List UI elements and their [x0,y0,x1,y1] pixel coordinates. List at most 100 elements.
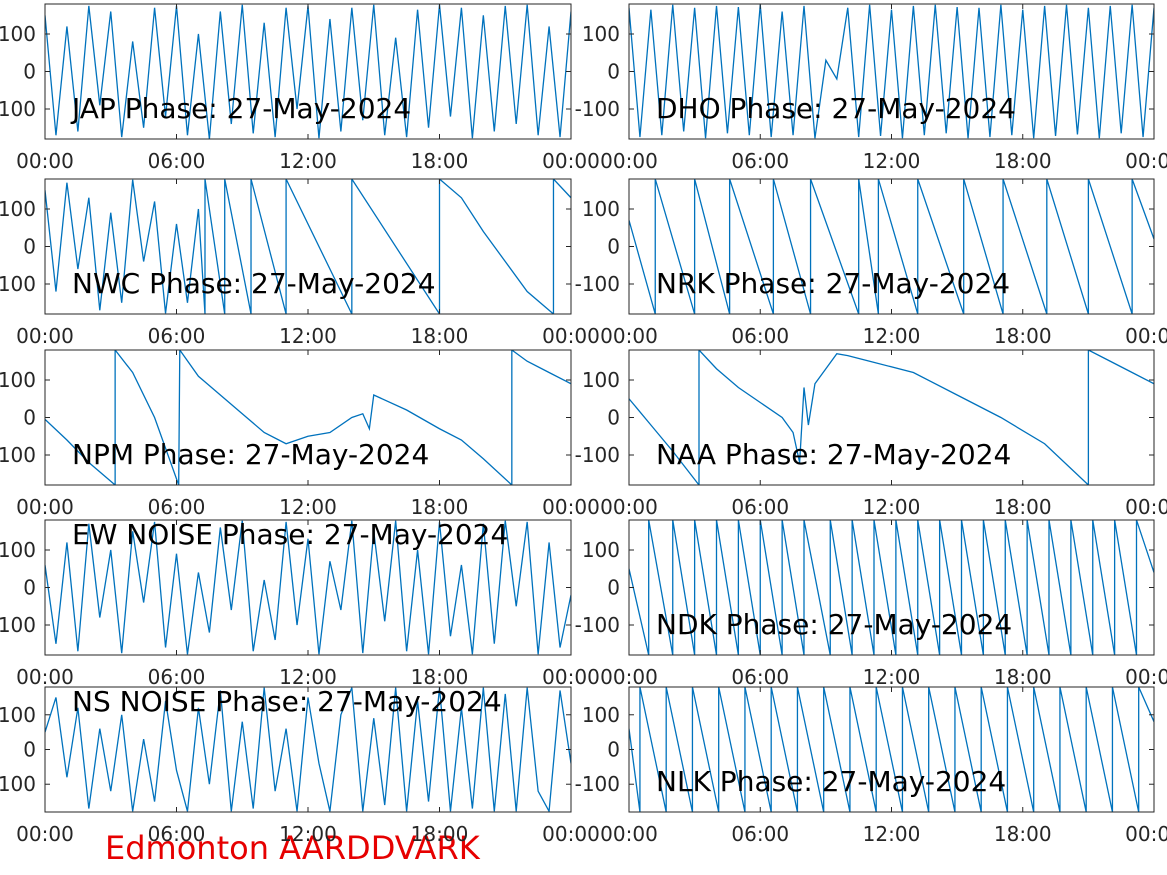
plot-area [629,350,1154,485]
subplot-title: NDK Phase: 27-May-2024 [656,608,1012,641]
x-tick-label: 00:00 [542,822,600,846]
data-line [45,350,571,485]
subplot: -100 0 100 00:00 06:00 12:00 18:00 00:00 NLK Pha… [575,686,1167,846]
y-tick-label: -100 [0,613,36,637]
y-tick-label: -100 [575,97,620,121]
subplot: -100 0 100 00:00 06:00 12:00 18:00 00:00 NDK Pha… [575,519,1167,689]
y-tick-label: -100 [0,97,36,121]
x-tick-label: 00:00 [16,324,74,348]
x-tick-label: 00:00 [16,665,74,689]
x-tick-label: 00:00 [1125,665,1167,689]
y-tick-label: -100 [0,443,36,467]
data-line [45,687,571,812]
data-line [629,179,1154,314]
y-tick-label: 100 [582,197,620,221]
x-tick-label: 12:00 [863,149,921,173]
x-tick-label: 00:00 [600,495,658,519]
y-tick-label: 100 [582,538,620,562]
x-tick-label: 12:00 [279,495,337,519]
subplot-title: NWC Phase: 27-May-2024 [72,267,436,300]
y-tick-label: 100 [0,368,36,392]
x-tick-label: 18:00 [994,324,1052,348]
y-tick-label: 100 [0,703,36,727]
x-tick-label: 12:00 [863,324,921,348]
y-tick-label: 0 [607,738,620,762]
data-line [629,520,1154,655]
y-tick-label: 0 [23,738,36,762]
x-tick-label: 00:00 [1125,324,1167,348]
y-tick-label: 100 [582,368,620,392]
subplot: -100 0 100 00:00 06:00 12:00 18:00 00:00 NS NOIS… [0,685,600,846]
subplot: -100 0 100 00:00 06:00 12:00 18:00 00:00 NWC Pha… [0,178,600,348]
y-tick-label: 100 [0,22,36,46]
y-tick-label: -100 [0,272,36,296]
x-tick-label: 12:00 [863,822,921,846]
x-tick-label: 00:00 [1125,149,1167,173]
subplot: -100 0 100 00:00 06:00 12:00 18:00 00:00 DHO Pha… [575,3,1167,173]
x-tick-label: 00:00 [542,665,600,689]
plot-area [45,179,571,314]
x-tick-label: 06:00 [731,495,789,519]
y-tick-label: 0 [23,60,36,84]
x-tick-label: 18:00 [411,822,469,846]
subplot-title: NPM Phase: 27-May-2024 [72,438,429,471]
x-tick-label: 18:00 [994,822,1052,846]
subplot: -100 0 100 00:00 06:00 12:00 18:00 00:00 EW NOIS… [0,518,600,689]
plot-area [629,687,1154,812]
y-tick-label: -100 [575,272,620,296]
x-tick-label: 06:00 [148,324,206,348]
x-tick-label: 00:00 [600,149,658,173]
subplot-title: EW NOISE Phase: 27-May-2024 [72,518,508,551]
y-tick-label: 0 [607,576,620,600]
plot-area [45,4,571,139]
subplot: -100 0 100 00:00 06:00 12:00 18:00 00:00 NRK Pha… [575,178,1167,348]
data-line [45,520,571,655]
subplot: -100 0 100 00:00 06:00 12:00 18:00 00:00 NPM Pha… [0,349,600,519]
y-tick-label: -100 [575,613,620,637]
x-tick-label: 00:00 [542,495,600,519]
y-tick-label: 0 [23,406,36,430]
y-tick-label: -100 [0,772,36,796]
subplot-title: NRK Phase: 27-May-2024 [656,267,1010,300]
x-tick-label: 12:00 [279,149,337,173]
data-line [45,179,571,314]
subplot: -100 0 100 00:00 06:00 12:00 18:00 00:00 JAP Pha… [0,3,600,173]
data-line [629,687,1154,812]
x-tick-label: 00:00 [16,495,74,519]
x-tick-label: 12:00 [279,822,337,846]
y-tick-label: -100 [575,772,620,796]
data-line [629,4,1154,139]
x-tick-label: 00:00 [542,324,600,348]
x-tick-label: 12:00 [279,665,337,689]
x-tick-label: 06:00 [148,822,206,846]
y-tick-label: 100 [0,197,36,221]
x-tick-label: 06:00 [731,324,789,348]
y-tick-label: -100 [575,443,620,467]
x-tick-label: 12:00 [863,665,921,689]
y-tick-label: 0 [607,60,620,84]
y-tick-label: 0 [23,235,36,259]
x-tick-label: 06:00 [148,149,206,173]
x-tick-label: 00:00 [16,822,74,846]
x-tick-label: 18:00 [411,324,469,348]
subplot-title: NS NOISE Phase: 27-May-2024 [72,685,502,718]
x-tick-label: 18:00 [994,665,1052,689]
y-tick-label: 100 [582,22,620,46]
y-tick-label: 0 [23,576,36,600]
plot-area [629,4,1154,139]
x-tick-label: 06:00 [731,665,789,689]
y-tick-label: 100 [582,703,620,727]
plot-area [45,687,571,812]
data-line [629,350,1154,485]
x-tick-label: 06:00 [148,495,206,519]
subplot: -100 0 100 00:00 06:00 12:00 18:00 00:00 NAA Pha… [575,349,1167,519]
y-tick-label: 0 [607,235,620,259]
x-tick-label: 00:00 [600,822,658,846]
x-tick-label: 18:00 [411,665,469,689]
x-tick-label: 18:00 [411,495,469,519]
x-tick-label: 18:00 [994,495,1052,519]
x-tick-label: 00:00 [600,665,658,689]
x-tick-label: 18:00 [994,149,1052,173]
x-tick-label: 00:00 [542,149,600,173]
